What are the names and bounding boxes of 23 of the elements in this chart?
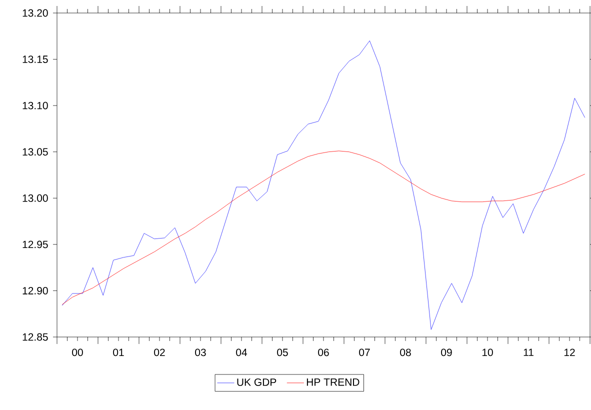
- x-tick-label: 08: [400, 348, 411, 356]
- x-tick-label: 06: [318, 348, 329, 356]
- x-tick-label: 11: [524, 348, 534, 356]
- y-tick-label: 13.00: [22, 194, 48, 202]
- x-tick-label: 10: [482, 348, 493, 356]
- y-tick-label: 12.90: [22, 287, 48, 294]
- x-tick-label: 05: [277, 348, 288, 356]
- y-tick-label: 13.20: [22, 9, 48, 17]
- x-tick-label: 02: [154, 348, 165, 356]
- legend-label: UK GDP: [237, 378, 276, 386]
- x-tick-label: 01: [113, 348, 124, 356]
- y-tick-label: 12.95: [22, 240, 48, 248]
- x-tick-label: 12: [564, 348, 575, 356]
- y-tick-label: 13.15: [22, 56, 48, 64]
- y-tick-label: 12.85: [22, 333, 48, 341]
- x-tick-label: 09: [441, 348, 452, 356]
- x-tick-label: 03: [195, 348, 206, 356]
- y-tick-label: 13.05: [22, 148, 48, 156]
- y-tick-label: 13.10: [22, 102, 48, 110]
- x-tick-label: 07: [359, 348, 370, 356]
- x-tick-label: 04: [236, 348, 248, 356]
- x-tick-label: 00: [72, 348, 83, 356]
- legend-label: HP TREND: [306, 378, 360, 386]
